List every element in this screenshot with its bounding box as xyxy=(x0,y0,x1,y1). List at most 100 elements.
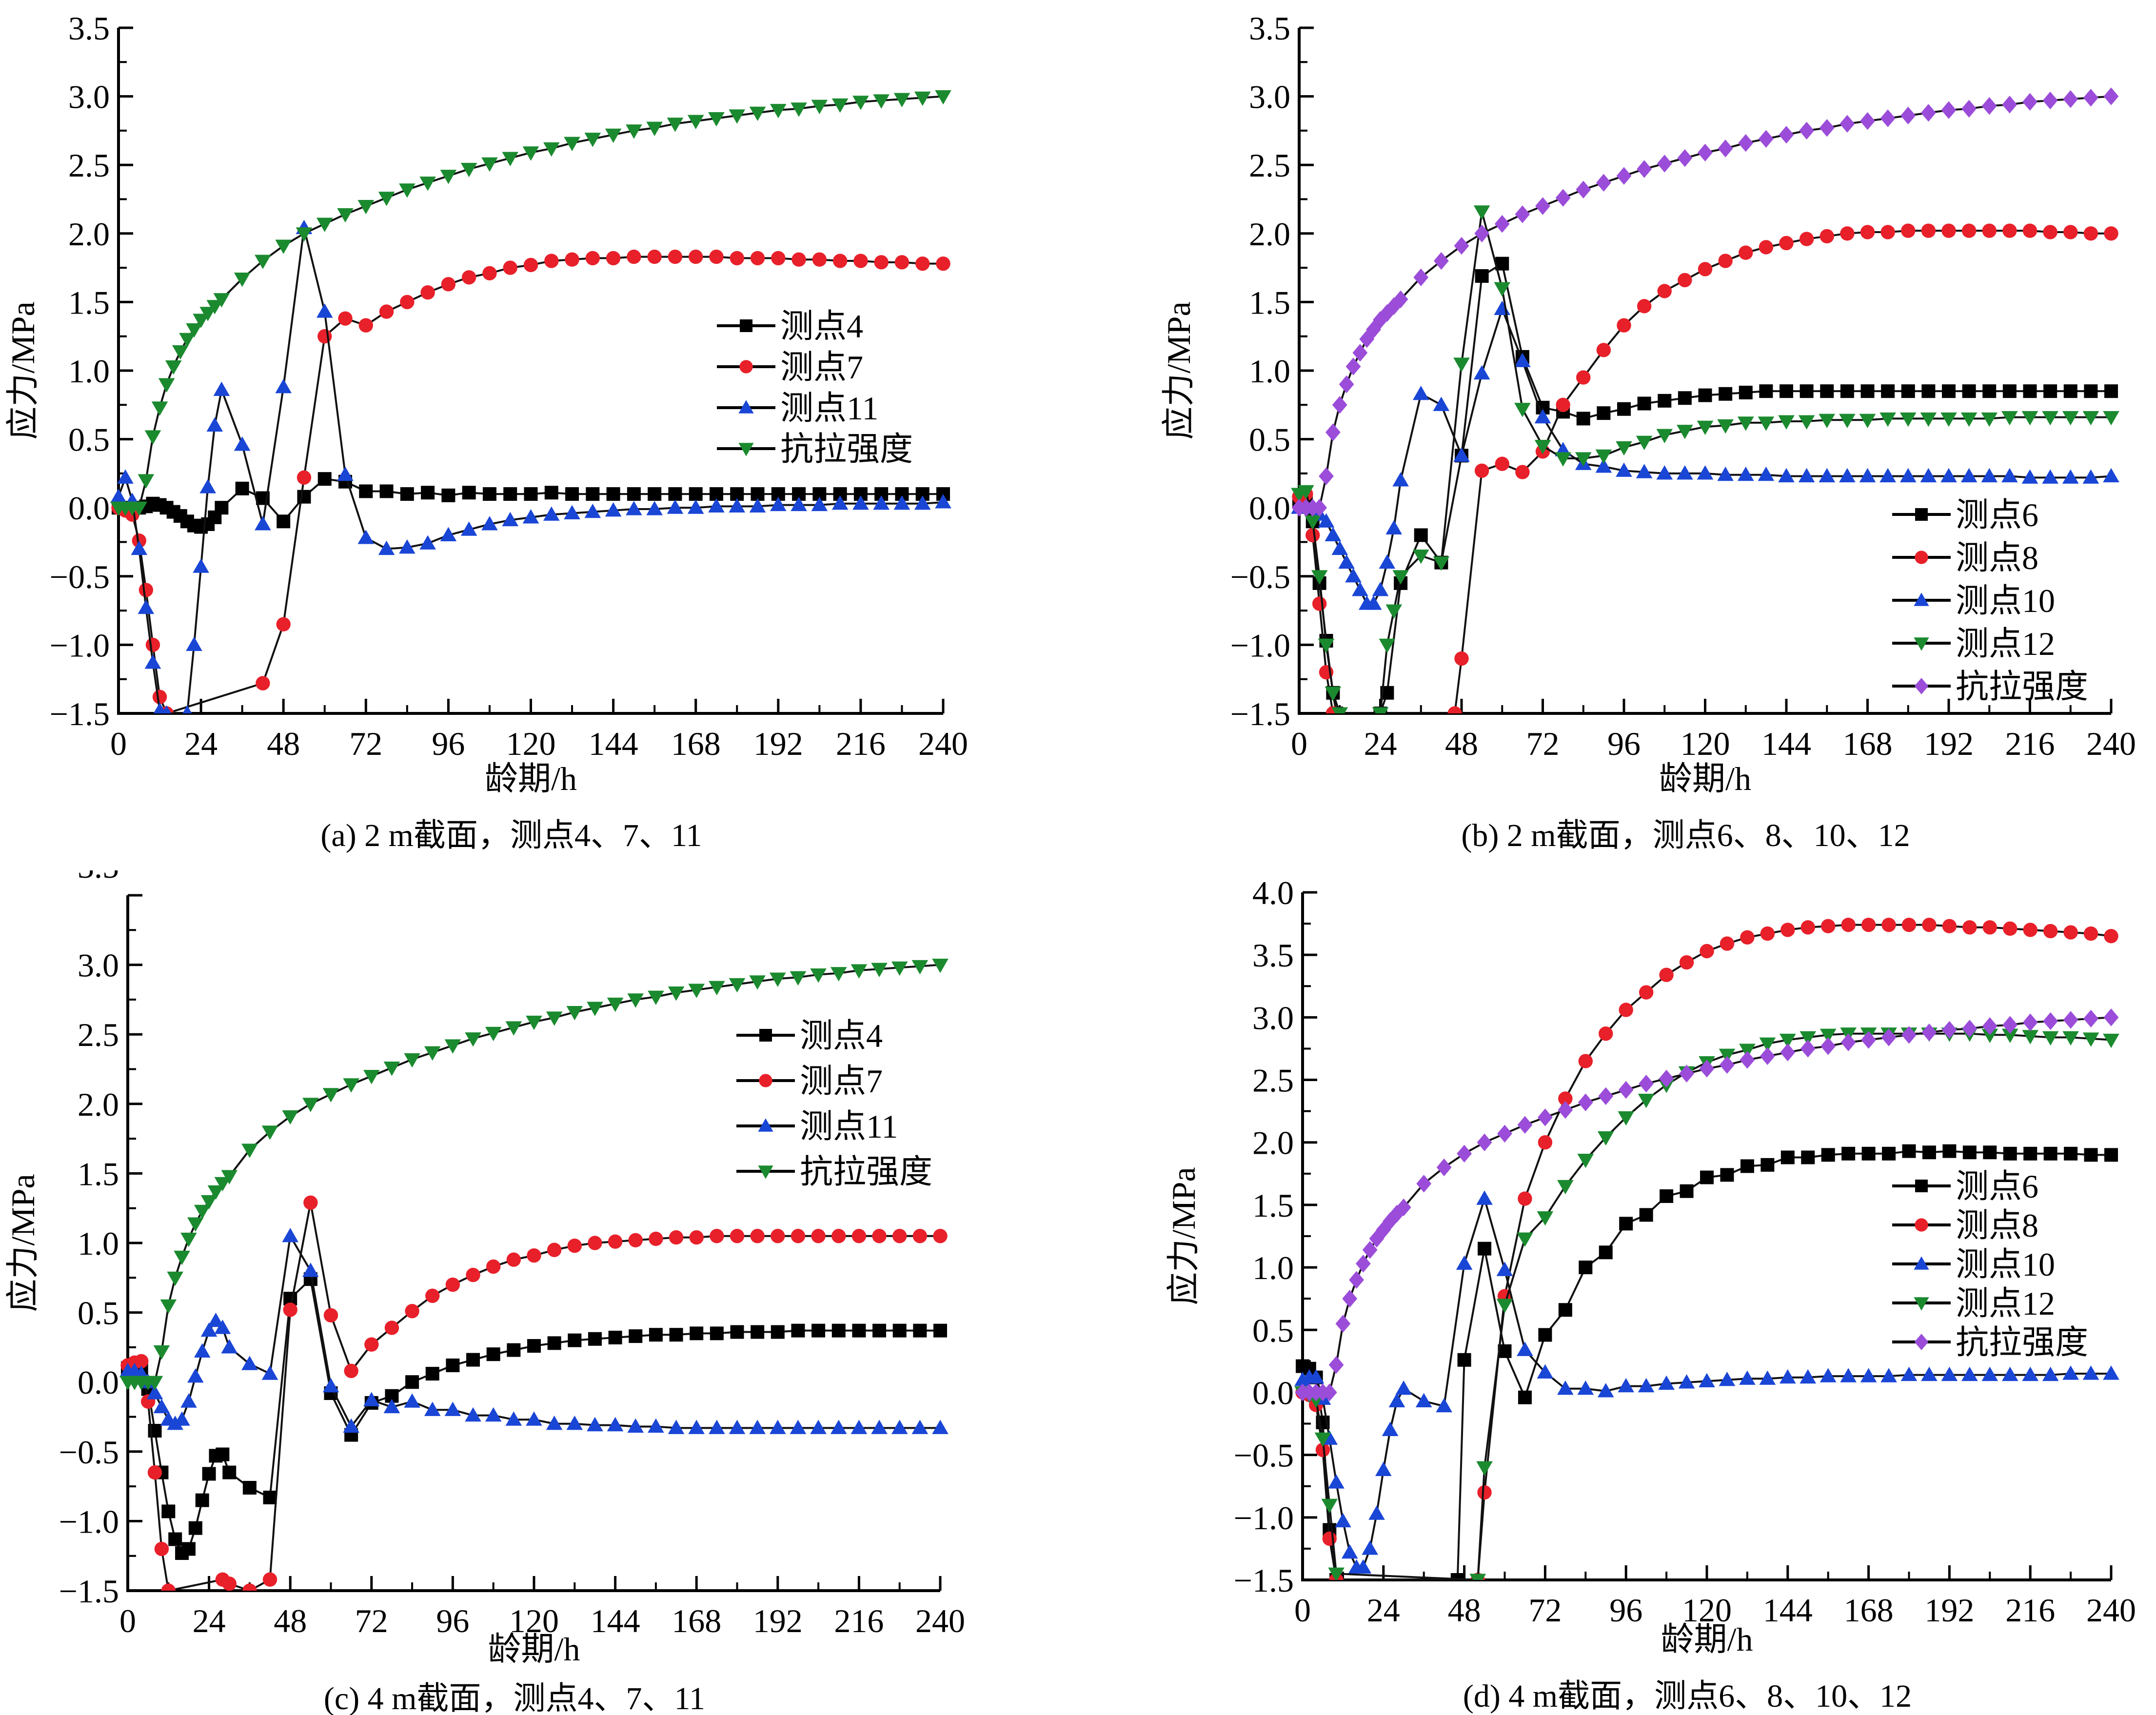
data-point xyxy=(546,1415,563,1430)
legend-marker xyxy=(758,1118,773,1132)
data-point xyxy=(1345,568,1362,583)
data-point xyxy=(1717,466,1734,481)
data-point xyxy=(894,255,910,270)
y-axis-label: 应力/MPa xyxy=(4,1174,41,1312)
data-point xyxy=(852,495,869,510)
data-point xyxy=(1779,126,1794,144)
data-point xyxy=(1656,465,1673,480)
data-point xyxy=(1637,299,1652,314)
panel-caption: (b) 2 m截面，测点6、8、10、12 xyxy=(1461,818,1910,853)
data-point xyxy=(1920,104,1936,122)
legend-label: 测点11 xyxy=(780,390,878,427)
data-point xyxy=(1921,384,1936,398)
y-tick-label: 0.0 xyxy=(78,1364,119,1401)
x-tick-label: 216 xyxy=(834,1602,884,1639)
data-point xyxy=(750,1229,765,1243)
data-point xyxy=(444,1401,461,1416)
x-tick-label: 24 xyxy=(1367,1592,1400,1629)
data-point xyxy=(1720,936,1735,951)
x-axis-label: 龄期/h xyxy=(485,760,577,797)
x-tick-label: 96 xyxy=(1607,725,1641,762)
data-point xyxy=(1941,101,1957,119)
data-point xyxy=(132,533,146,548)
legend-marker xyxy=(1914,678,1929,694)
data-point xyxy=(1362,1241,1378,1259)
data-point xyxy=(1392,472,1409,487)
y-tick-label: 4.0 xyxy=(1252,874,1294,911)
data-point xyxy=(1388,1393,1405,1407)
data-point xyxy=(566,1415,583,1430)
data-point xyxy=(1469,1574,1486,1580)
data-point xyxy=(2043,225,2057,239)
data-point xyxy=(167,1415,183,1430)
data-point xyxy=(933,1229,948,1243)
legend: 测点4 测点7 测点11 抗拉强度 xyxy=(736,1017,932,1190)
y-tick-label: 1.0 xyxy=(78,1225,119,1262)
data-point xyxy=(1841,917,1856,932)
data-point xyxy=(1555,452,1571,467)
x-tick-label: 48 xyxy=(267,725,300,762)
legend-marker xyxy=(738,443,754,456)
data-point xyxy=(440,170,457,184)
data-point xyxy=(565,487,579,501)
legend-marker xyxy=(1915,1180,1928,1192)
data-point xyxy=(256,676,270,690)
data-point xyxy=(1575,452,1592,467)
data-point xyxy=(729,109,746,124)
data-point xyxy=(338,311,353,326)
data-point xyxy=(1780,923,1795,937)
data-point xyxy=(1819,414,1836,429)
data-point xyxy=(359,484,373,498)
data-point xyxy=(627,249,641,264)
data-point xyxy=(221,1339,238,1354)
data-point xyxy=(1658,394,1672,408)
data-point xyxy=(1739,385,1753,399)
plot-area xyxy=(1291,87,2119,713)
data-point xyxy=(1556,397,1570,412)
data-point xyxy=(1820,1368,1837,1382)
data-point xyxy=(1779,236,1794,251)
data-point xyxy=(1921,1366,1938,1381)
data-point xyxy=(2103,411,2119,426)
data-point xyxy=(1534,409,1551,424)
data-point xyxy=(1618,1081,1634,1099)
data-point xyxy=(303,1195,318,1210)
x-tick-label: 72 xyxy=(349,725,382,762)
data-point xyxy=(564,505,580,520)
data-point xyxy=(1496,1262,1513,1276)
data-point xyxy=(770,496,787,512)
data-point xyxy=(1840,115,1855,133)
series-测点7 xyxy=(111,249,950,713)
data-point xyxy=(627,993,644,1008)
data-point xyxy=(2042,91,2058,110)
x-axis-label: 龄期/h xyxy=(1661,1621,1753,1658)
data-point xyxy=(1618,1111,1634,1126)
data-point xyxy=(626,124,642,139)
y-tick-label: −1.0 xyxy=(1230,627,1290,664)
data-point xyxy=(544,486,558,500)
data-point xyxy=(255,255,271,269)
data-point xyxy=(186,636,202,651)
data-point xyxy=(522,146,539,161)
series-测点10 xyxy=(1294,1190,2119,1574)
data-point xyxy=(165,360,182,375)
data-point xyxy=(668,249,683,264)
y-tick-label: 1.5 xyxy=(1252,1187,1294,1224)
data-point xyxy=(117,469,134,484)
data-point xyxy=(667,118,684,132)
data-point xyxy=(199,479,216,493)
data-point xyxy=(400,295,415,310)
data-point xyxy=(194,1204,211,1220)
data-point xyxy=(1759,1370,1776,1385)
data-point xyxy=(1436,1158,1452,1177)
data-point xyxy=(462,486,476,500)
data-point xyxy=(1778,468,1795,483)
series-测点7 xyxy=(120,1195,948,1591)
data-point xyxy=(146,1376,163,1390)
x-tick-label: 24 xyxy=(1364,725,1397,762)
data-point xyxy=(1879,468,1896,483)
data-point xyxy=(790,1419,807,1434)
data-point xyxy=(852,1323,866,1338)
data-point xyxy=(446,1358,460,1372)
data-point xyxy=(424,1401,441,1416)
